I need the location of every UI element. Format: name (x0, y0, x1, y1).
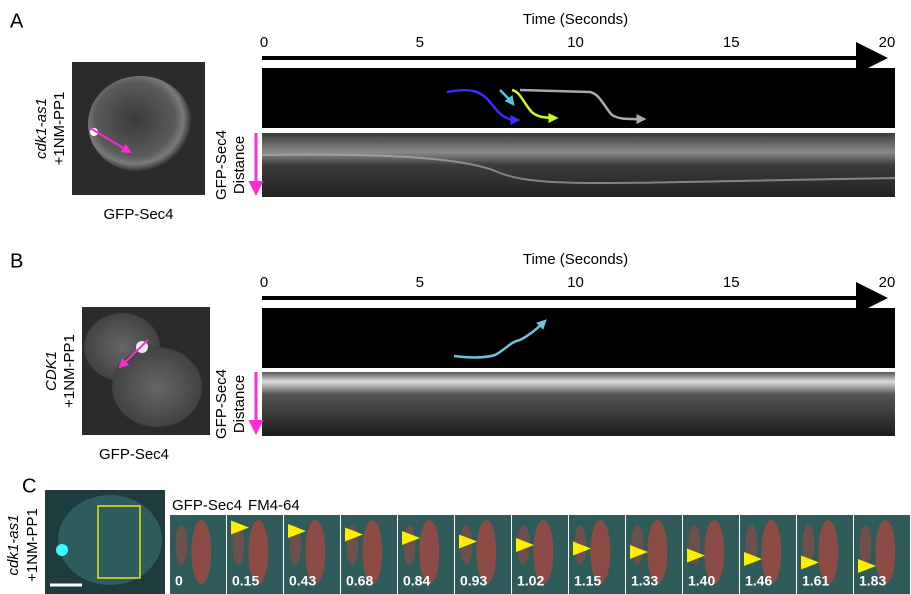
panel-letter: B (10, 250, 23, 272)
fm4-64-signal (191, 520, 211, 584)
cell (88, 76, 192, 172)
frame-time: 0.68 (346, 573, 373, 589)
figure: Acdk1-as1+1NM-PP1GFP-Sec4Time (Seconds)0… (0, 0, 911, 594)
frame-time: 1.33 (631, 573, 658, 589)
trace-panel (262, 68, 895, 128)
fm4-64-signal (175, 525, 187, 565)
genotype: cdk1-as1 (5, 515, 22, 576)
trace-panel (262, 308, 895, 368)
cell (112, 347, 202, 427)
genotype: cdk1-as1 (33, 98, 50, 159)
panel-letter: A (10, 10, 24, 32)
kymo-axis-label: Distance (231, 136, 248, 194)
fm4-64-signal (631, 525, 643, 565)
x-tick-label: 5 (416, 274, 424, 291)
treatment: +1NM-PP1 (51, 92, 68, 166)
frame-time: 0.93 (460, 573, 487, 589)
kymo-axis-label: GFP-Sec4 (213, 369, 230, 439)
kymo-axis-label: Distance (231, 375, 248, 433)
treatment: +1NM-PP1 (61, 334, 78, 408)
channel-label: FM4-64 (248, 497, 300, 514)
x-tick-label: 10 (567, 34, 584, 51)
frame-time: 0.84 (403, 573, 430, 589)
frame-time: 0.43 (289, 573, 316, 589)
axis-title: Time (Seconds) (523, 251, 628, 268)
panel-letter: C (22, 475, 36, 497)
channel-label: GFP-Sec4 (172, 497, 242, 514)
spot (56, 544, 68, 556)
x-tick-label: 20 (879, 34, 896, 51)
fm4-64-signal (403, 525, 415, 565)
genotype: CDK1 (43, 351, 60, 391)
x-tick-label: 10 (567, 274, 584, 291)
treatment: +1NM-PP1 (24, 508, 41, 582)
x-tick-label: 15 (723, 274, 740, 291)
frame-time: 0.15 (232, 573, 259, 589)
frame-time: 1.02 (517, 573, 544, 589)
kymo-axis-label: GFP-Sec4 (213, 130, 230, 200)
axis-title: Time (Seconds) (523, 11, 628, 28)
image-label: GFP-Sec4 (99, 446, 169, 463)
x-tick-label: 0 (260, 274, 268, 291)
x-tick-label: 15 (723, 34, 740, 51)
fm4-64-signal (859, 525, 871, 565)
frame-time: 1.15 (574, 573, 601, 589)
x-tick-label: 20 (879, 274, 896, 291)
frame-time: 1.46 (745, 573, 772, 589)
frame-time: 1.61 (802, 573, 829, 589)
image-label: GFP-Sec4 (103, 206, 173, 223)
x-tick-label: 5 (416, 34, 424, 51)
frame-time: 1.40 (688, 573, 715, 589)
kymograph (262, 372, 895, 436)
frame-time: 1.83 (859, 573, 886, 589)
cell (58, 495, 162, 585)
kymograph (262, 133, 895, 197)
frame-time: 0 (175, 573, 183, 589)
x-tick-label: 0 (260, 34, 268, 51)
